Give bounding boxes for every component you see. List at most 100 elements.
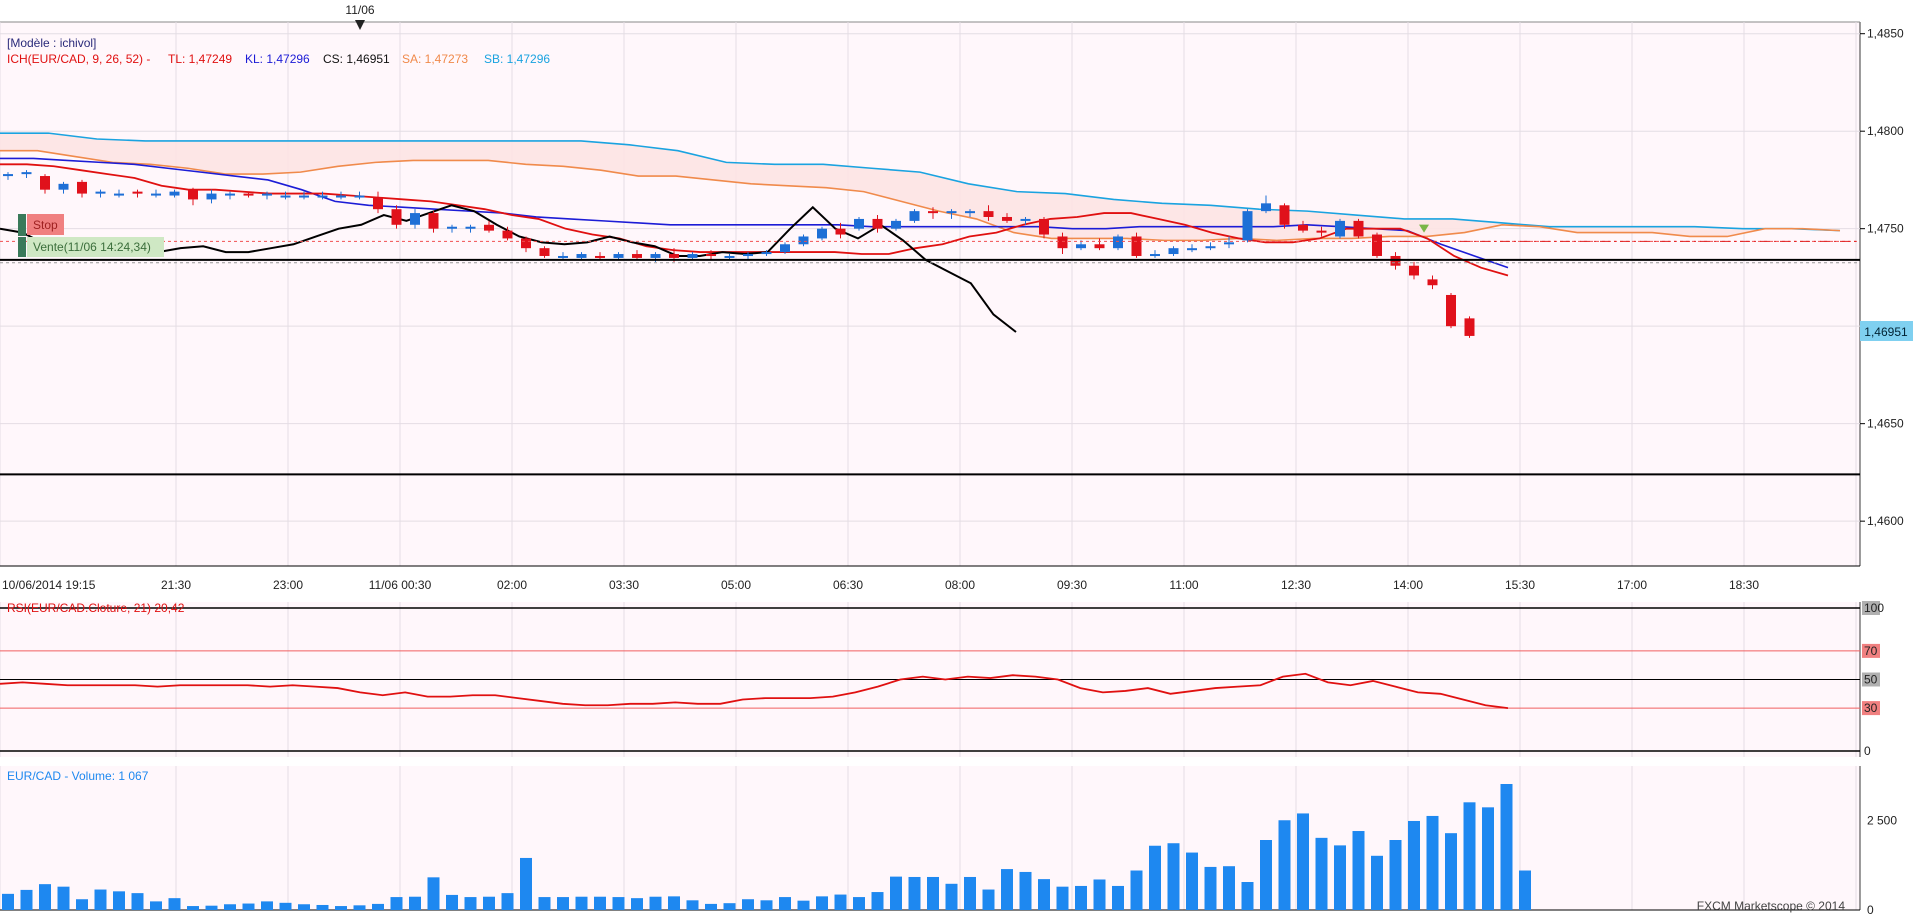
time-tick-label: 17:00 (1617, 578, 1647, 592)
candle[interactable] (1427, 275, 1438, 290)
candle[interactable] (743, 252, 753, 260)
volume-bar (945, 883, 958, 910)
volume-bar (538, 897, 551, 910)
candle[interactable] (1131, 232, 1142, 258)
candle[interactable] (817, 226, 827, 241)
candle[interactable] (1372, 232, 1382, 258)
candle[interactable] (132, 189, 143, 198)
candle[interactable] (613, 252, 624, 260)
candle[interactable] (169, 189, 180, 198)
candle[interactable] (854, 216, 864, 231)
candle[interactable] (58, 181, 69, 194)
candle[interactable] (1298, 220, 1308, 233)
volume-bar (483, 896, 495, 910)
candle[interactable] (1150, 250, 1160, 258)
candle[interactable] (872, 215, 883, 233)
candle[interactable] (336, 191, 346, 200)
candle[interactable] (447, 224, 457, 233)
candle[interactable] (1409, 261, 1419, 280)
candle[interactable] (1446, 293, 1456, 329)
candle[interactable] (1279, 203, 1290, 229)
candle[interactable] (521, 236, 531, 253)
volume-bar (1241, 882, 1254, 910)
candle[interactable] (95, 189, 106, 198)
candle[interactable] (761, 250, 772, 256)
volume-bar (594, 896, 606, 910)
candle[interactable] (1002, 213, 1012, 223)
candle[interactable] (206, 189, 217, 204)
sell-tag-box[interactable] (27, 237, 164, 257)
candle[interactable] (558, 252, 568, 260)
candle[interactable] (21, 170, 32, 178)
candle[interactable] (576, 252, 587, 260)
candle[interactable] (373, 191, 383, 214)
candle[interactable] (798, 234, 809, 247)
candle[interactable] (1113, 234, 1123, 251)
candle[interactable] (1242, 209, 1253, 243)
candle[interactable] (280, 191, 291, 200)
candle[interactable] (410, 209, 420, 229)
horizontal-lines[interactable] (0, 224, 1860, 476)
candle[interactable] (114, 189, 124, 198)
candle[interactable] (965, 209, 975, 217)
candle[interactable] (687, 252, 698, 260)
candle[interactable] (835, 222, 846, 239)
candle[interactable] (909, 209, 920, 223)
candle-body (95, 191, 106, 194)
candle[interactable] (1261, 195, 1271, 214)
candle[interactable] (1168, 246, 1179, 256)
candle[interactable] (391, 205, 402, 229)
candle[interactable] (484, 220, 494, 233)
candle[interactable] (928, 207, 938, 219)
candle[interactable] (1224, 236, 1234, 249)
candle[interactable] (1335, 218, 1345, 239)
candle[interactable] (706, 250, 716, 260)
candle[interactable] (502, 226, 513, 241)
candle[interactable] (1353, 218, 1364, 239)
candle[interactable] (1020, 216, 1031, 225)
candle[interactable] (3, 172, 13, 180)
sell-tag-handle[interactable] (18, 237, 26, 257)
stop-tag-handle[interactable] (18, 214, 26, 236)
candle[interactable] (299, 191, 309, 200)
candle[interactable] (225, 191, 235, 200)
candle[interactable] (243, 191, 254, 198)
candle[interactable] (1039, 216, 1049, 239)
price-panel-bg (0, 22, 1860, 566)
candle[interactable] (262, 191, 272, 200)
candle[interactable] (1094, 238, 1105, 251)
time-tick-label: 15:30 (1505, 578, 1535, 592)
candle[interactable] (151, 189, 161, 198)
candle[interactable] (1057, 232, 1068, 255)
candle[interactable] (465, 224, 476, 233)
candle[interactable] (595, 252, 605, 260)
candle[interactable] (891, 218, 901, 231)
volume-bar (1167, 843, 1180, 910)
candle[interactable] (1464, 316, 1475, 338)
candle[interactable] (539, 246, 550, 258)
candle[interactable] (1187, 244, 1197, 253)
candlesticks[interactable] (3, 170, 1475, 338)
sell-order-tag[interactable]: Vente(11/06 14:24,34) (18, 237, 164, 257)
candle[interactable] (1205, 242, 1216, 251)
candle[interactable] (780, 242, 790, 255)
candle[interactable] (428, 211, 439, 233)
candle[interactable] (40, 174, 50, 194)
candle[interactable] (946, 209, 957, 219)
stop-order-tag[interactable]: Stop (18, 214, 64, 236)
candle[interactable] (354, 191, 365, 200)
candle[interactable] (1076, 240, 1086, 251)
candle[interactable] (983, 205, 994, 221)
candle[interactable] (317, 191, 328, 200)
volume-bar (890, 876, 902, 910)
volume-bar (1500, 784, 1513, 910)
candle-body (1002, 216, 1012, 221)
stop-tag-box[interactable] (27, 214, 64, 235)
candle[interactable] (1316, 226, 1327, 237)
candle-body (946, 211, 957, 214)
y-tick-label: 1,4650 (1867, 417, 1904, 431)
candle[interactable] (77, 179, 87, 198)
candle[interactable] (632, 250, 642, 260)
candle[interactable] (188, 187, 198, 206)
candle-body (854, 218, 864, 229)
